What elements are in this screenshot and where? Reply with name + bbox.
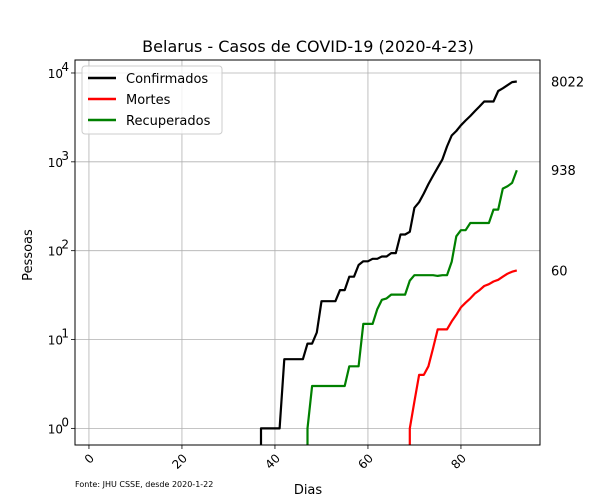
chart-title: Belarus - Casos de COVID-19 (2020-4-23) (142, 37, 474, 56)
series-line-confirmados (259, 80, 517, 445)
source-note: Fonte: JHU CSSE, desde 2020-1-22 (75, 480, 213, 489)
y-tick-label: 10 (48, 156, 63, 170)
series-lines (259, 80, 518, 445)
y-tick-exponent: 2 (61, 238, 69, 252)
y-axis-label: Pessoas (21, 229, 36, 281)
legend-label-confirmados: Confirmados (126, 72, 208, 87)
y-tick-label: 10 (48, 67, 63, 81)
y-tick-label: 10 (48, 334, 63, 348)
legend-label-recuperados: Recuperados (126, 114, 211, 129)
y-tick-label: 10 (48, 422, 63, 436)
y-tick-exponent: 4 (61, 60, 69, 74)
legend-label-mortes: Mortes (126, 93, 171, 108)
end-label-mortes: 60 (551, 264, 568, 279)
end-label-recuperados: 938 (551, 164, 576, 179)
plot-frame (74, 59, 541, 446)
y-tick-exponent: 1 (61, 327, 69, 341)
x-axis-label: Dias (294, 483, 323, 498)
y-tick-label: 10 (48, 245, 63, 259)
end-labels: 8022 60 938 (551, 75, 584, 279)
end-label-confirmados: 8022 (551, 75, 584, 90)
y-tick-exponent: 3 (61, 149, 69, 163)
y-tick-exponent: 0 (61, 415, 69, 429)
series-line-recuperados (306, 169, 518, 445)
legend: Confirmados Mortes Recuperados (81, 65, 223, 135)
legend-box (81, 65, 223, 135)
series-line-mortes (408, 269, 518, 445)
